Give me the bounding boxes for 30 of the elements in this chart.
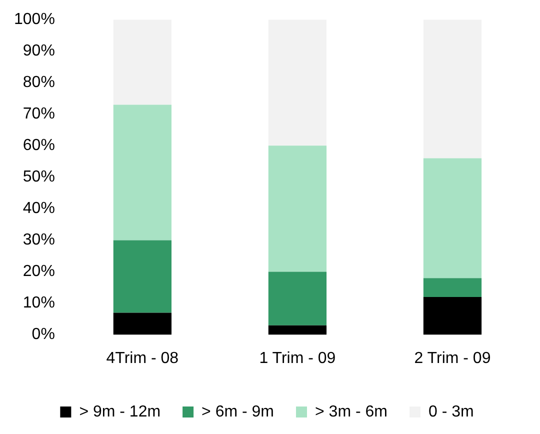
- bar: [113, 312, 172, 335]
- bar: [113, 240, 172, 313]
- legend-label: > 3m - 6m: [315, 403, 388, 420]
- bar: [268, 325, 327, 335]
- bar: [268, 20, 327, 146]
- bar: [423, 20, 482, 158]
- bar: [423, 158, 482, 278]
- y-tick-label: 60%: [22, 137, 55, 154]
- bar: [113, 20, 172, 105]
- y-tick-label: 100%: [14, 11, 55, 28]
- y-tick-label: 40%: [22, 200, 55, 218]
- x-tick-label: 4Trim - 08: [106, 350, 179, 367]
- bar: [423, 296, 482, 335]
- y-tick-label: 70%: [22, 106, 55, 123]
- bar: [268, 146, 327, 272]
- legend-label: 0 - 3m: [428, 403, 474, 420]
- y-tick-label: 10%: [22, 294, 55, 312]
- bar: [423, 278, 482, 297]
- x-tick-label: 2 Trim - 09: [414, 350, 491, 367]
- x-tick-label: 1 Trim - 09: [259, 350, 336, 367]
- y-tick-label: 20%: [22, 263, 55, 280]
- y-tick-label: 30%: [22, 232, 55, 249]
- y-tick-label: 0%: [32, 326, 55, 344]
- bar: [268, 272, 327, 326]
- legend-label: > 6m - 9m: [202, 403, 274, 420]
- legend-label: > 9m - 12m: [79, 403, 161, 420]
- bar: [113, 104, 172, 240]
- y-tick-label: 90%: [22, 42, 55, 60]
- y-tick-label: 80%: [22, 74, 55, 92]
- y-tick-label: 50%: [22, 168, 55, 186]
